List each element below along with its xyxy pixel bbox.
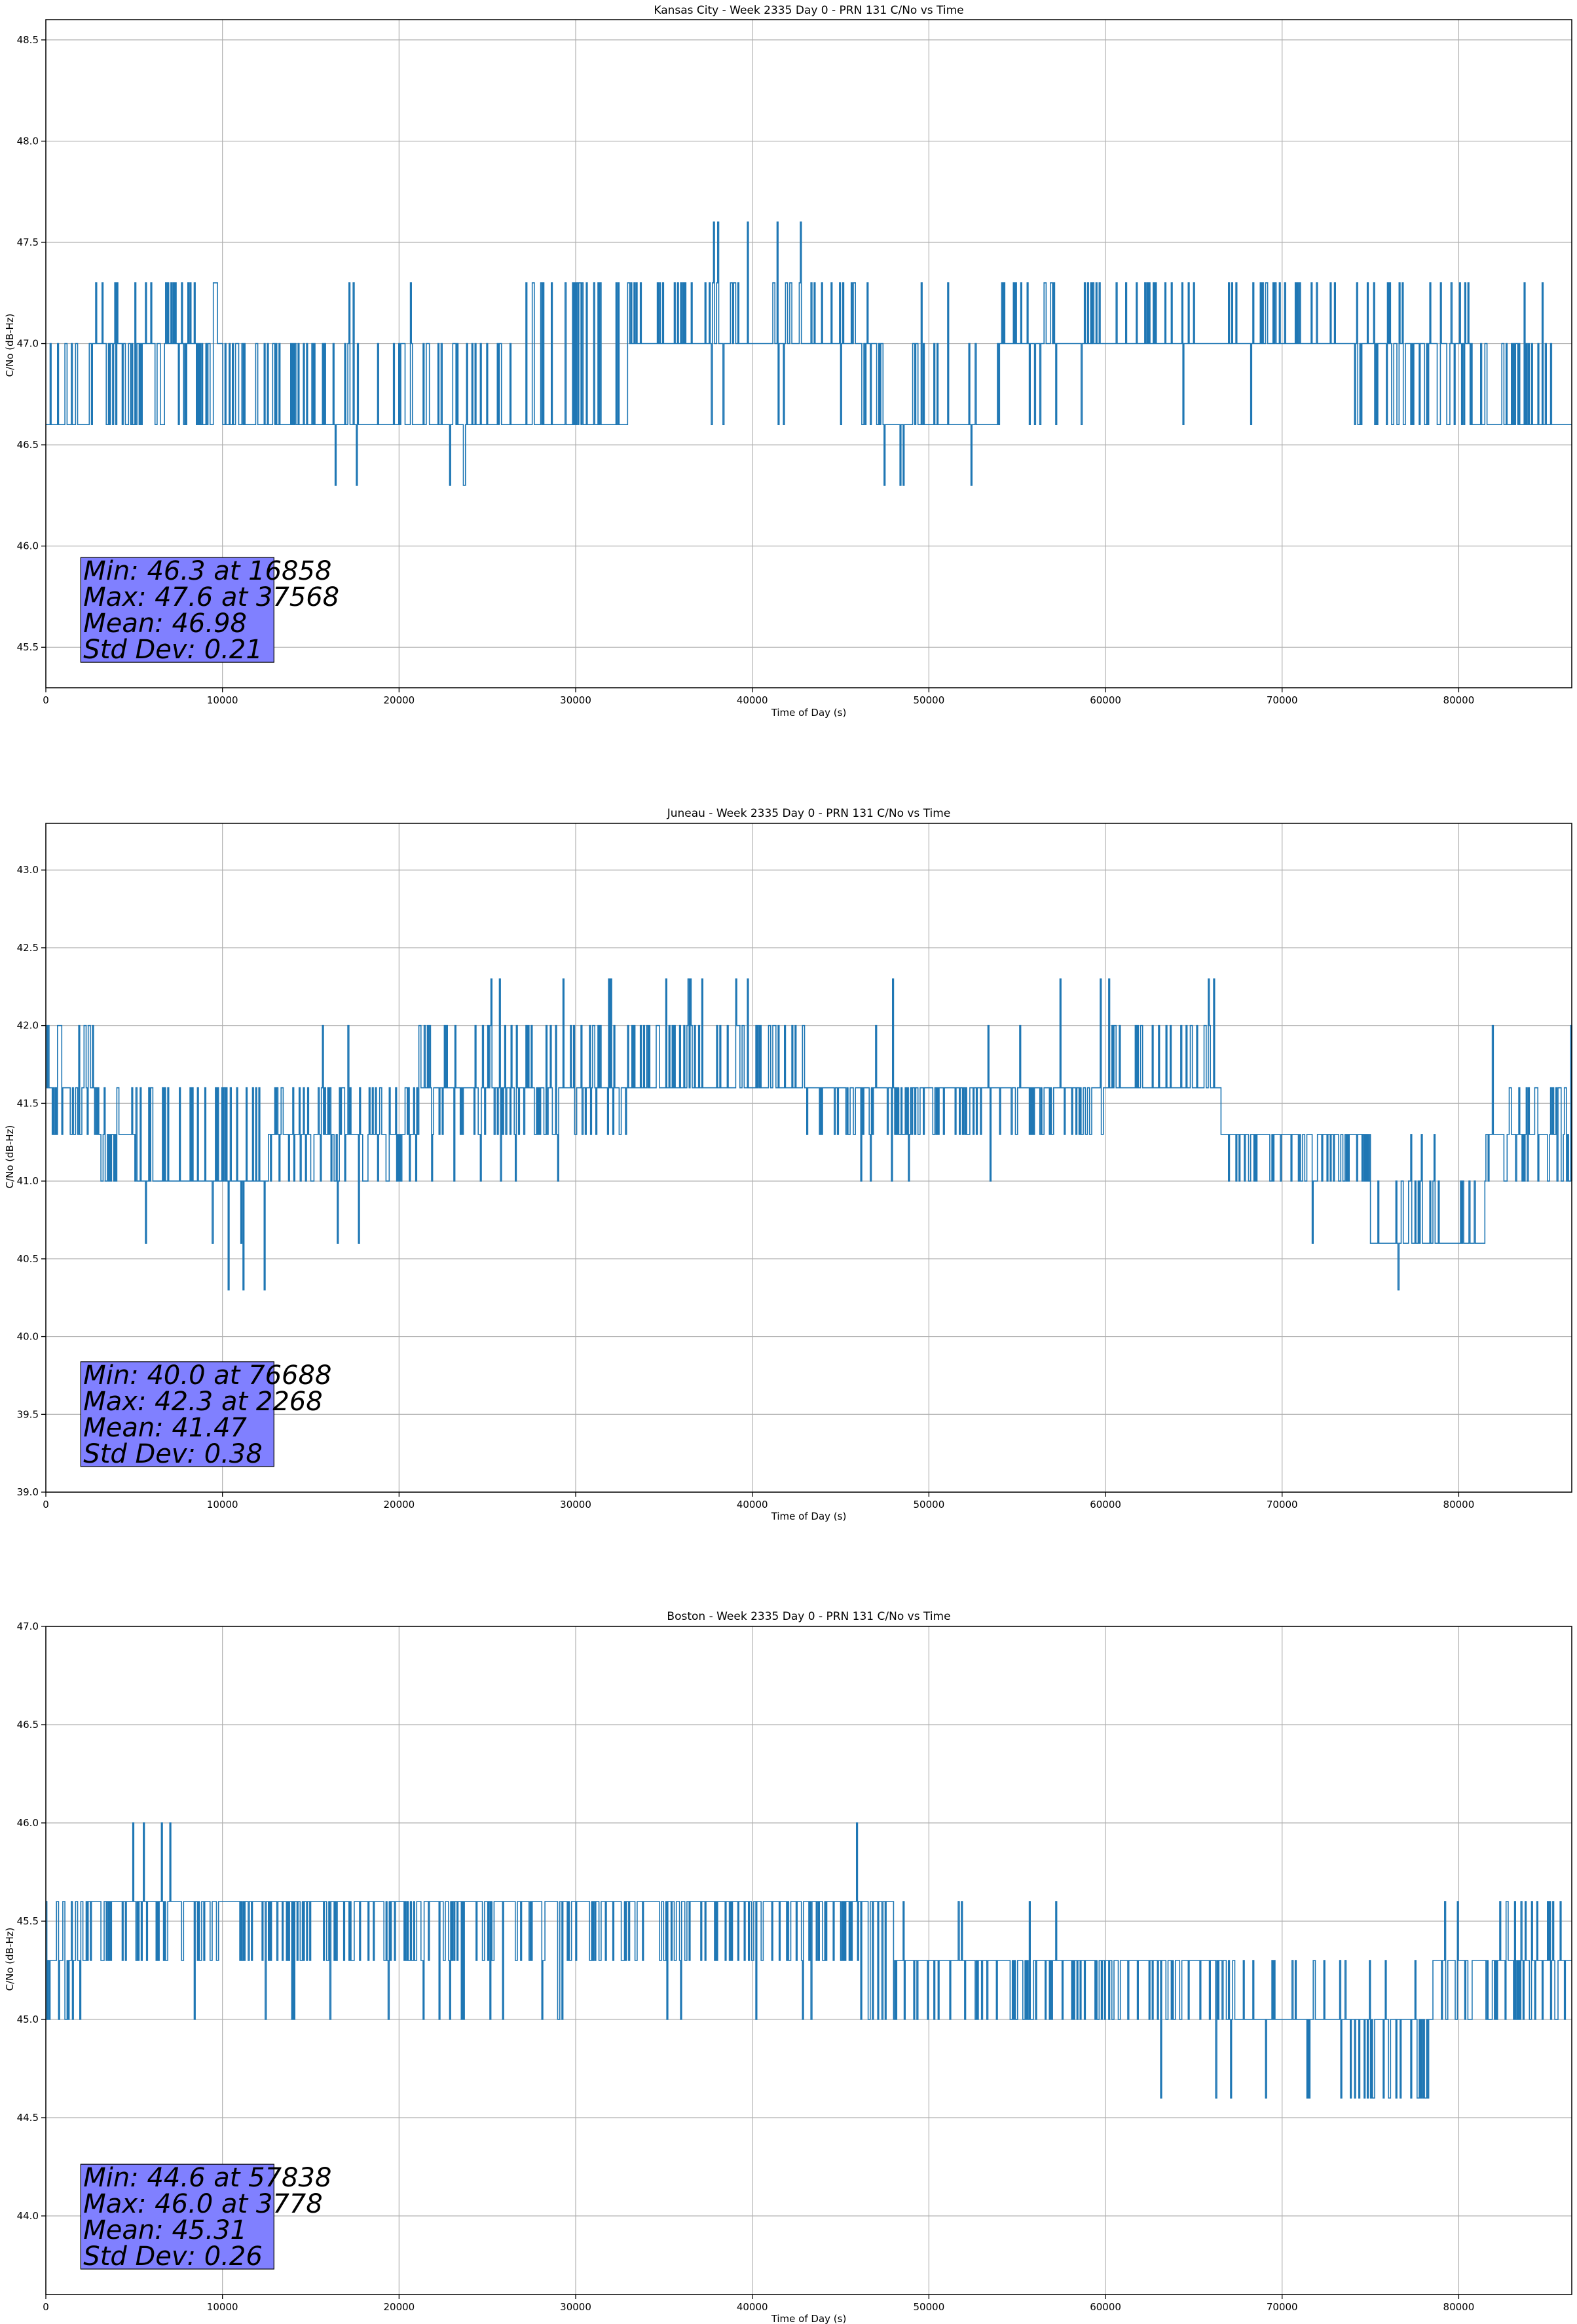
x-tick-label: 60000 xyxy=(1090,1499,1121,1510)
x-tick-label: 20000 xyxy=(383,694,415,706)
x-axis-label: Time of Day (s) xyxy=(771,2313,847,2324)
y-tick-label: 40.0 xyxy=(17,1331,39,1343)
cno-series-line xyxy=(46,221,1572,486)
y-tick-label: 44.0 xyxy=(17,2210,39,2222)
stats-std-dev: Std Dev: 0.26 xyxy=(83,2241,263,2272)
y-tick-label: 48.5 xyxy=(17,34,39,46)
stats-std-dev: Std Dev: 0.21 xyxy=(83,635,263,665)
chart-title: Juneau - Week 2335 Day 0 - PRN 131 C/No … xyxy=(667,807,951,820)
x-tick-label: 80000 xyxy=(1443,1499,1475,1510)
y-tick-label: 47.0 xyxy=(17,338,39,350)
y-tick-label: 45.5 xyxy=(17,641,39,653)
kansas-city-chart: Kansas City - Week 2335 Day 0 - PRN 131 … xyxy=(4,4,1572,719)
stats-max: Max: 47.6 at 37568 xyxy=(83,582,339,612)
x-tick-label: 70000 xyxy=(1267,2301,1298,2313)
y-axis-label: C/No (dB-Hz) xyxy=(4,1125,16,1189)
x-tick-label: 50000 xyxy=(914,694,945,706)
x-tick-label: 60000 xyxy=(1090,2301,1121,2313)
plot-area xyxy=(46,221,1572,486)
cno-series-line xyxy=(46,1822,1572,2099)
y-tick-label: 39.0 xyxy=(17,1486,39,1498)
stats-mean: Mean: 46.98 xyxy=(83,609,247,639)
y-tick-label: 41.0 xyxy=(17,1175,39,1187)
y-tick-label: 40.5 xyxy=(17,1253,39,1265)
x-axis-label: Time of Day (s) xyxy=(771,1510,847,1522)
y-tick-label: 42.5 xyxy=(17,942,39,954)
axes: 0 10000 20000 30000 40000 50000 60000 70000 8000… xyxy=(17,19,1572,706)
x-tick-label: 0 xyxy=(43,1499,49,1510)
x-tick-label: 70000 xyxy=(1267,1499,1298,1510)
y-tick-label: 46.0 xyxy=(17,540,39,552)
stats-mean: Mean: 41.47 xyxy=(83,1413,247,1443)
x-tick-label: 30000 xyxy=(560,694,591,706)
axes-frame xyxy=(45,1626,1572,2295)
plot-area xyxy=(46,1822,1572,2099)
stats-mean: Mean: 45.31 xyxy=(83,2215,247,2245)
x-tick-label: 60000 xyxy=(1090,694,1121,706)
y-tick-label: 46.5 xyxy=(17,439,39,451)
x-tick-label: 10000 xyxy=(207,694,238,706)
y-axis-label: C/No (dB-Hz) xyxy=(4,314,16,377)
stats-std-dev: Std Dev: 0.38 xyxy=(83,1439,263,1469)
x-tick-label: 50000 xyxy=(914,1499,945,1510)
y-tick-label: 46.0 xyxy=(17,1817,39,1829)
chart-title: Boston - Week 2335 Day 0 - PRN 131 C/No … xyxy=(667,1610,950,1623)
y-tick-label: 42.0 xyxy=(17,1020,39,1032)
stats-max: Max: 42.3 at 2268 xyxy=(83,1387,322,1417)
y-tick-label: 43.0 xyxy=(17,864,39,876)
y-tick-label: 44.5 xyxy=(17,2112,39,2124)
x-axis-label: Time of Day (s) xyxy=(771,707,847,719)
x-tick-label: 20000 xyxy=(383,1499,415,1510)
stats-box-background xyxy=(80,2164,274,2270)
y-tick-label: 45.0 xyxy=(17,2014,39,2025)
x-tick-label: 80000 xyxy=(1443,694,1475,706)
stats-box-background xyxy=(80,1361,274,1467)
plot-area xyxy=(46,978,1572,1291)
stats-min: Min: 40.0 at 76688 xyxy=(83,1360,331,1391)
cno-series-line xyxy=(46,978,1572,1291)
y-tick-label: 45.5 xyxy=(17,1915,39,1927)
y-tick-label: 47.0 xyxy=(17,1621,39,1632)
stats-box: Min: 44.6 at 57838 Max: 46.0 at 3778 Mea… xyxy=(80,2163,331,2272)
y-tick-label: 41.5 xyxy=(17,1097,39,1109)
juneau-chart: Juneau - Week 2335 Day 0 - PRN 131 C/No … xyxy=(4,807,1572,1522)
x-tick-label: 30000 xyxy=(560,2301,591,2313)
y-tick-label: 39.5 xyxy=(17,1408,39,1420)
x-tick-label: 40000 xyxy=(737,694,768,706)
chart-title: Kansas City - Week 2335 Day 0 - PRN 131 … xyxy=(654,4,963,17)
stats-box-background xyxy=(80,557,274,663)
x-tick-label: 20000 xyxy=(383,2301,415,2313)
y-tick-label: 47.5 xyxy=(17,236,39,248)
axes: 0 10000 20000 30000 40000 50000 60000 70000 8000… xyxy=(17,823,1572,1510)
stats-box: Min: 46.3 at 16858 Max: 47.6 at 37568 Me… xyxy=(80,556,339,665)
x-tick-label: 30000 xyxy=(560,1499,591,1510)
stats-min: Min: 46.3 at 16858 xyxy=(83,556,331,586)
x-tick-label: 10000 xyxy=(207,2301,238,2313)
boston-chart: Boston - Week 2335 Day 0 - PRN 131 C/No … xyxy=(4,1610,1572,2324)
x-tick-label: 10000 xyxy=(207,1499,238,1510)
grid xyxy=(45,20,1572,688)
x-tick-label: 50000 xyxy=(914,2301,945,2313)
x-tick-label: 80000 xyxy=(1443,2301,1475,2313)
y-axis-label: C/No (dB-Hz) xyxy=(4,1928,16,1991)
x-tick-label: 0 xyxy=(43,694,49,706)
x-tick-label: 70000 xyxy=(1267,694,1298,706)
x-tick-label: 40000 xyxy=(737,2301,768,2313)
y-tick-label: 46.5 xyxy=(17,1719,39,1731)
axes-frame xyxy=(45,19,1572,688)
x-tick-label: 0 xyxy=(43,2301,49,2313)
stats-max: Max: 46.0 at 3778 xyxy=(83,2189,322,2219)
axes-frame xyxy=(45,823,1572,1493)
stats-box: Min: 40.0 at 76688 Max: 42.3 at 2268 Mea… xyxy=(80,1360,331,1469)
y-tick-label: 48.0 xyxy=(17,135,39,147)
stats-min: Min: 44.6 at 57838 xyxy=(83,2163,331,2193)
axes: 0 10000 20000 30000 40000 50000 60000 70000 8000… xyxy=(17,1621,1572,2313)
x-tick-label: 40000 xyxy=(737,1499,768,1510)
